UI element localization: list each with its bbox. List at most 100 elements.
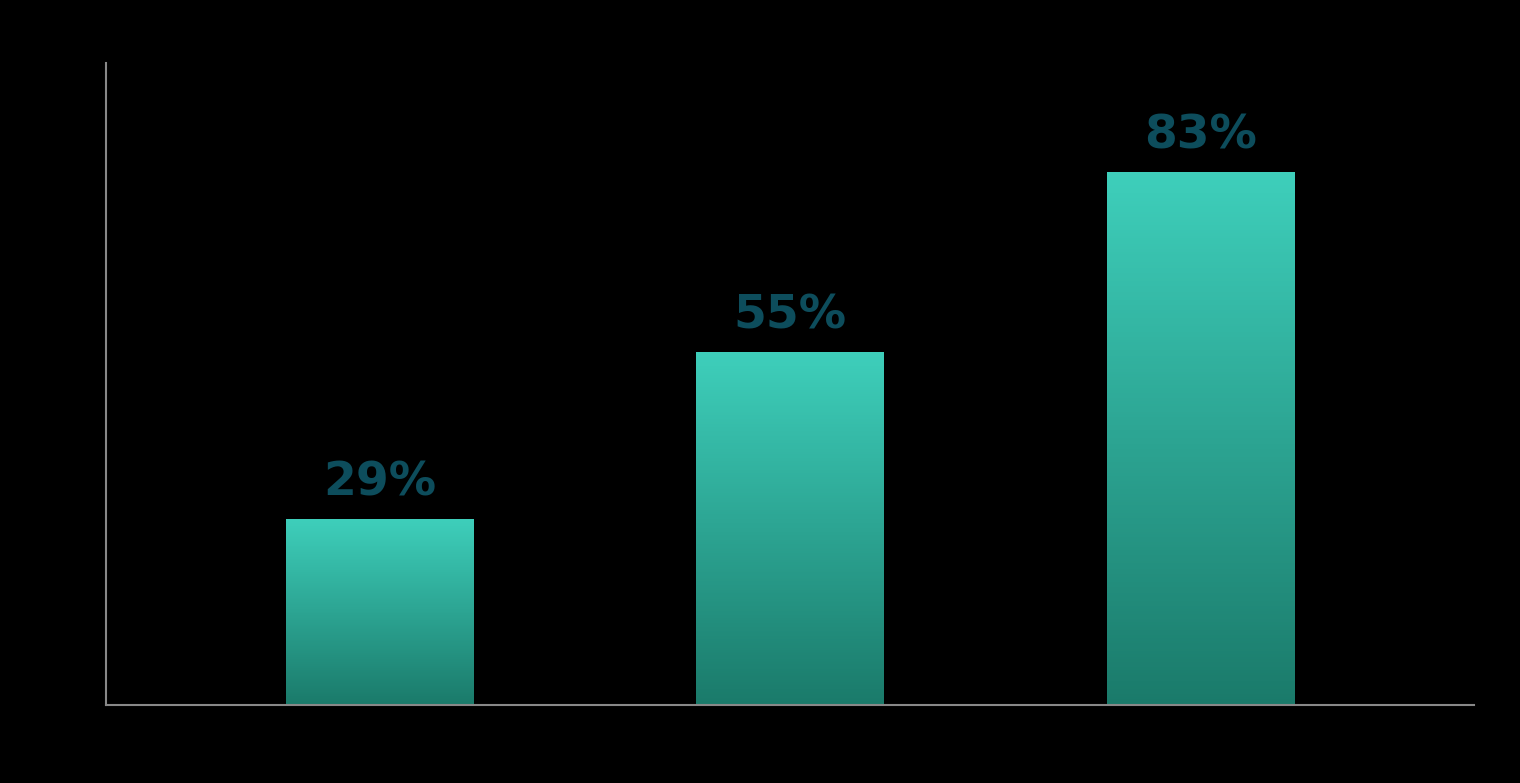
Bar bbox=[696, 384, 885, 385]
Bar bbox=[1107, 430, 1295, 433]
Bar bbox=[286, 580, 474, 581]
Bar bbox=[696, 440, 885, 442]
Bar bbox=[696, 634, 885, 636]
Bar bbox=[696, 622, 885, 623]
Bar bbox=[696, 357, 885, 359]
Bar bbox=[286, 577, 474, 578]
Bar bbox=[696, 415, 885, 417]
Bar bbox=[286, 667, 474, 669]
Bar bbox=[286, 695, 474, 696]
Bar bbox=[696, 540, 885, 543]
Bar bbox=[696, 394, 885, 395]
Bar bbox=[1107, 308, 1295, 310]
Bar bbox=[696, 664, 885, 666]
Bar bbox=[696, 431, 885, 433]
Bar bbox=[1107, 363, 1295, 366]
Bar bbox=[696, 363, 885, 364]
Bar bbox=[286, 537, 474, 538]
Bar bbox=[1107, 486, 1295, 489]
Bar bbox=[1107, 262, 1295, 265]
Bar bbox=[696, 630, 885, 633]
Bar bbox=[696, 500, 885, 502]
Bar bbox=[696, 609, 885, 611]
Bar bbox=[286, 684, 474, 685]
Bar bbox=[696, 585, 885, 586]
Bar bbox=[1107, 662, 1295, 665]
Bar bbox=[286, 605, 474, 606]
Bar bbox=[286, 518, 474, 519]
Bar bbox=[1107, 598, 1295, 601]
Bar bbox=[286, 562, 474, 563]
Bar bbox=[1107, 676, 1295, 678]
Bar bbox=[286, 601, 474, 602]
Bar bbox=[696, 692, 885, 694]
Bar bbox=[696, 399, 885, 401]
Bar bbox=[696, 689, 885, 691]
Bar bbox=[696, 682, 885, 684]
Bar bbox=[286, 654, 474, 655]
Bar bbox=[1107, 332, 1295, 334]
Bar bbox=[286, 651, 474, 652]
Bar bbox=[696, 666, 885, 668]
Bar bbox=[1107, 526, 1295, 529]
Bar bbox=[286, 590, 474, 591]
Bar bbox=[286, 636, 474, 637]
Bar bbox=[1107, 241, 1295, 244]
Bar bbox=[696, 583, 885, 585]
Bar bbox=[1107, 334, 1295, 337]
Bar bbox=[286, 548, 474, 549]
Bar bbox=[1107, 399, 1295, 401]
Bar bbox=[1107, 209, 1295, 211]
Bar bbox=[286, 566, 474, 567]
Bar bbox=[1107, 625, 1295, 627]
Bar bbox=[1107, 329, 1295, 332]
Bar bbox=[1107, 636, 1295, 638]
Bar bbox=[696, 352, 885, 353]
Bar bbox=[696, 571, 885, 572]
Bar bbox=[696, 530, 885, 532]
Bar bbox=[696, 627, 885, 629]
Bar bbox=[1107, 555, 1295, 558]
Bar bbox=[1107, 507, 1295, 511]
Bar bbox=[286, 572, 474, 573]
Bar bbox=[696, 554, 885, 557]
Bar bbox=[696, 417, 885, 419]
Bar bbox=[696, 493, 885, 495]
Bar bbox=[286, 624, 474, 625]
Bar bbox=[696, 446, 885, 447]
Bar bbox=[286, 571, 474, 572]
Bar bbox=[696, 482, 885, 484]
Bar bbox=[286, 540, 474, 541]
Bar bbox=[1107, 579, 1295, 582]
Bar bbox=[696, 574, 885, 576]
Bar bbox=[1107, 374, 1295, 377]
Bar bbox=[1107, 361, 1295, 363]
Bar bbox=[696, 687, 885, 689]
Bar bbox=[1107, 612, 1295, 614]
Bar bbox=[696, 678, 885, 680]
Bar bbox=[696, 561, 885, 564]
Bar bbox=[286, 532, 474, 533]
Bar bbox=[696, 402, 885, 405]
Bar bbox=[286, 685, 474, 686]
Bar bbox=[696, 507, 885, 509]
Bar bbox=[1107, 680, 1295, 684]
Bar bbox=[286, 676, 474, 677]
Bar bbox=[286, 703, 474, 704]
Bar bbox=[286, 633, 474, 634]
Bar bbox=[696, 661, 885, 662]
Bar bbox=[1107, 449, 1295, 452]
Bar bbox=[1107, 475, 1295, 478]
Bar bbox=[1107, 395, 1295, 399]
Bar bbox=[286, 698, 474, 699]
Bar bbox=[696, 567, 885, 568]
Bar bbox=[286, 694, 474, 695]
Bar bbox=[696, 521, 885, 523]
Bar bbox=[1107, 175, 1295, 177]
Bar bbox=[696, 694, 885, 696]
Bar bbox=[1107, 446, 1295, 449]
Bar bbox=[1107, 537, 1295, 539]
Bar bbox=[286, 644, 474, 645]
Bar bbox=[286, 610, 474, 611]
Bar bbox=[1107, 207, 1295, 209]
